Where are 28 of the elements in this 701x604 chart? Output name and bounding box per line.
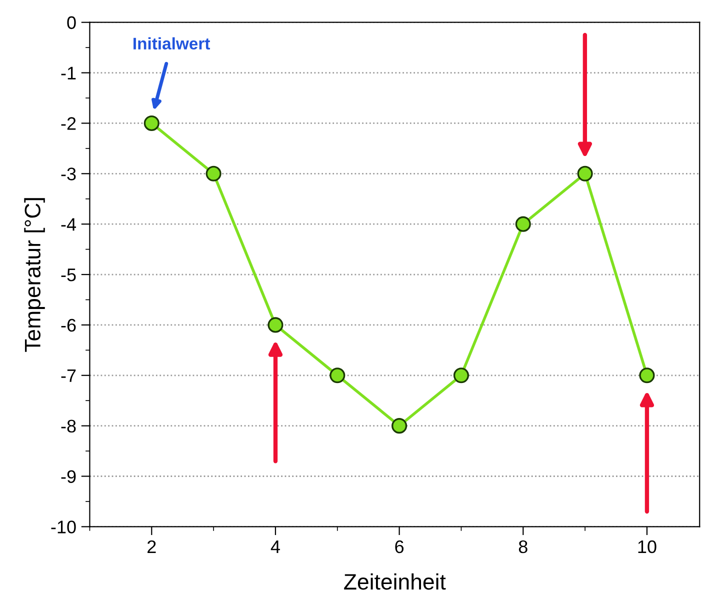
point [268,317,284,333]
x-tick-label: 2 [148,540,156,553]
annotation: Initialwert [134,37,210,50]
y-tick-label: -9 [61,470,76,483]
y-tick-label: -4 [61,218,76,231]
point [639,368,655,384]
x-axis-title: Zeiteinheit [344,573,446,590]
point [515,216,531,232]
y-tick-label: -3 [61,168,76,180]
x-tick-label: 6 [395,540,404,554]
y-tick-label: -7 [61,370,76,382]
y-axis-title: Temperatur [°C] [24,198,45,352]
x-tick-label: 8 [518,540,528,554]
point [453,368,469,384]
point [206,166,222,182]
point [577,166,593,182]
y-tick-label: -10 [51,520,76,534]
y-tick-label: -5 [61,268,76,282]
point [330,368,346,384]
y-tick-label: -8 [61,420,76,433]
x-tick-label: 4 [270,540,280,553]
x-tick-label: 10 [638,540,656,554]
y-tick-label: -6 [61,318,76,332]
y-tick-label: -2 [61,117,76,130]
y-tick-label: 0 [67,16,76,30]
y-tick-label: -1 [61,66,76,80]
point [144,115,160,131]
point [392,418,408,434]
